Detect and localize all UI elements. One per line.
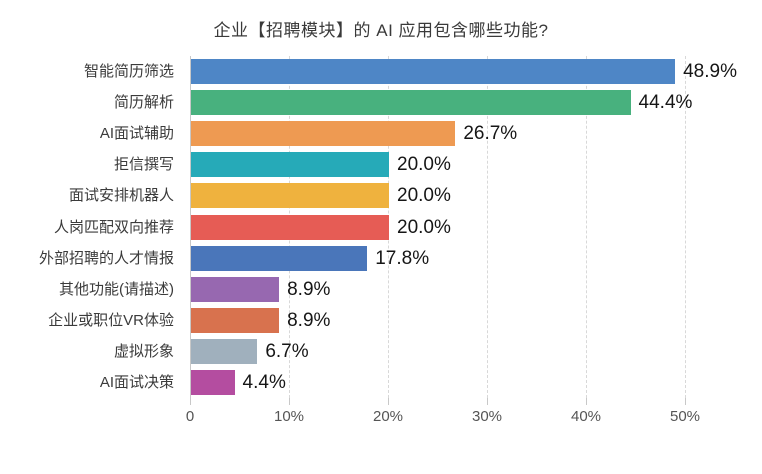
x-tick-label: 40% [570, 408, 602, 425]
bar-row: 8.9% [190, 274, 715, 305]
x-tick-label: 50% [669, 408, 701, 425]
category-label: 面试安排机器人 [68, 187, 174, 205]
bar-row: 20.0% [190, 180, 715, 211]
bar-row: 6.7% [190, 336, 715, 367]
bar [191, 338, 258, 364]
bar [191, 214, 389, 240]
bar-row: 44.4% [190, 87, 715, 118]
x-tick-label: 0 [185, 408, 195, 425]
bar-row: 17.8% [190, 243, 715, 274]
x-axis: 0 10% 20% 30% 40% 50% [186, 408, 715, 430]
bar-row: 20.0% [190, 212, 715, 243]
category-label: AI面试辅助 [99, 125, 174, 143]
category-label: 虚拟形象 [113, 342, 174, 360]
bar [191, 121, 456, 147]
gridline [685, 56, 686, 398]
plot-area: 48.9% 44.4% 26.7% 20.0% 20.0% 20.0% 17.8% 8.9% 8… [190, 56, 737, 405]
x-tick-mark [289, 398, 290, 405]
bar [191, 59, 676, 84]
x-tick-mark [388, 398, 389, 405]
category-label: 简历解析 [113, 94, 174, 112]
value-label: 4.4% [242, 372, 286, 393]
value-label: 8.9% [287, 278, 331, 300]
value-label: 17.8% [375, 247, 430, 269]
value-label: 20.0% [397, 216, 451, 238]
category-label: 外部招聘的人才情报 [38, 249, 174, 267]
bar [191, 307, 280, 333]
bar [191, 370, 235, 395]
x-tick-mark [487, 398, 488, 405]
bar-row: 8.9% [190, 305, 715, 336]
bar [191, 90, 631, 116]
bar-row: 4.4% [190, 367, 715, 398]
x-tick-mark [685, 398, 686, 405]
category-label: 企业或职位VR体验 [48, 311, 174, 329]
bar [191, 183, 389, 209]
chart-title: 企业【招聘模块】的 AI 应用包含哪些功能? [213, 21, 549, 40]
bar [191, 276, 280, 302]
x-tick-label: 20% [372, 408, 404, 425]
value-label: 6.7% [265, 340, 309, 362]
bar-row: 48.9% [190, 56, 737, 87]
bar [191, 152, 389, 178]
x-tick-label: 30% [471, 408, 503, 425]
value-label: 44.4% [638, 92, 693, 114]
gridline [586, 56, 587, 398]
value-label: 20.0% [397, 154, 451, 176]
value-label: 26.7% [463, 123, 518, 145]
category-label: 智能简历筛选 [83, 63, 174, 80]
value-label: 20.0% [397, 185, 451, 207]
x-tick-mark [586, 398, 587, 405]
value-label: 48.9% [683, 61, 737, 82]
y-axis-line [190, 56, 191, 405]
category-label: 其他功能(请描述) [59, 280, 174, 298]
category-axis: 智能简历筛选简历解析 AI面试辅助拒信撰写面试安排机器人人岗匹配双向推荐外部招聘的… [0, 56, 182, 398]
category-label: AI面试决策 [99, 374, 174, 391]
category-label: 拒信撰写 [113, 156, 174, 174]
bar [191, 245, 368, 271]
value-label: 8.9% [287, 309, 331, 331]
x-tick-label: 10% [273, 408, 305, 425]
category-label: 人岗匹配双向推荐 [53, 218, 174, 236]
bar-row: 20.0% [190, 149, 715, 180]
gridline [487, 56, 488, 398]
bar-row: 26.7% [190, 118, 715, 149]
x-tick-mark [190, 398, 191, 405]
